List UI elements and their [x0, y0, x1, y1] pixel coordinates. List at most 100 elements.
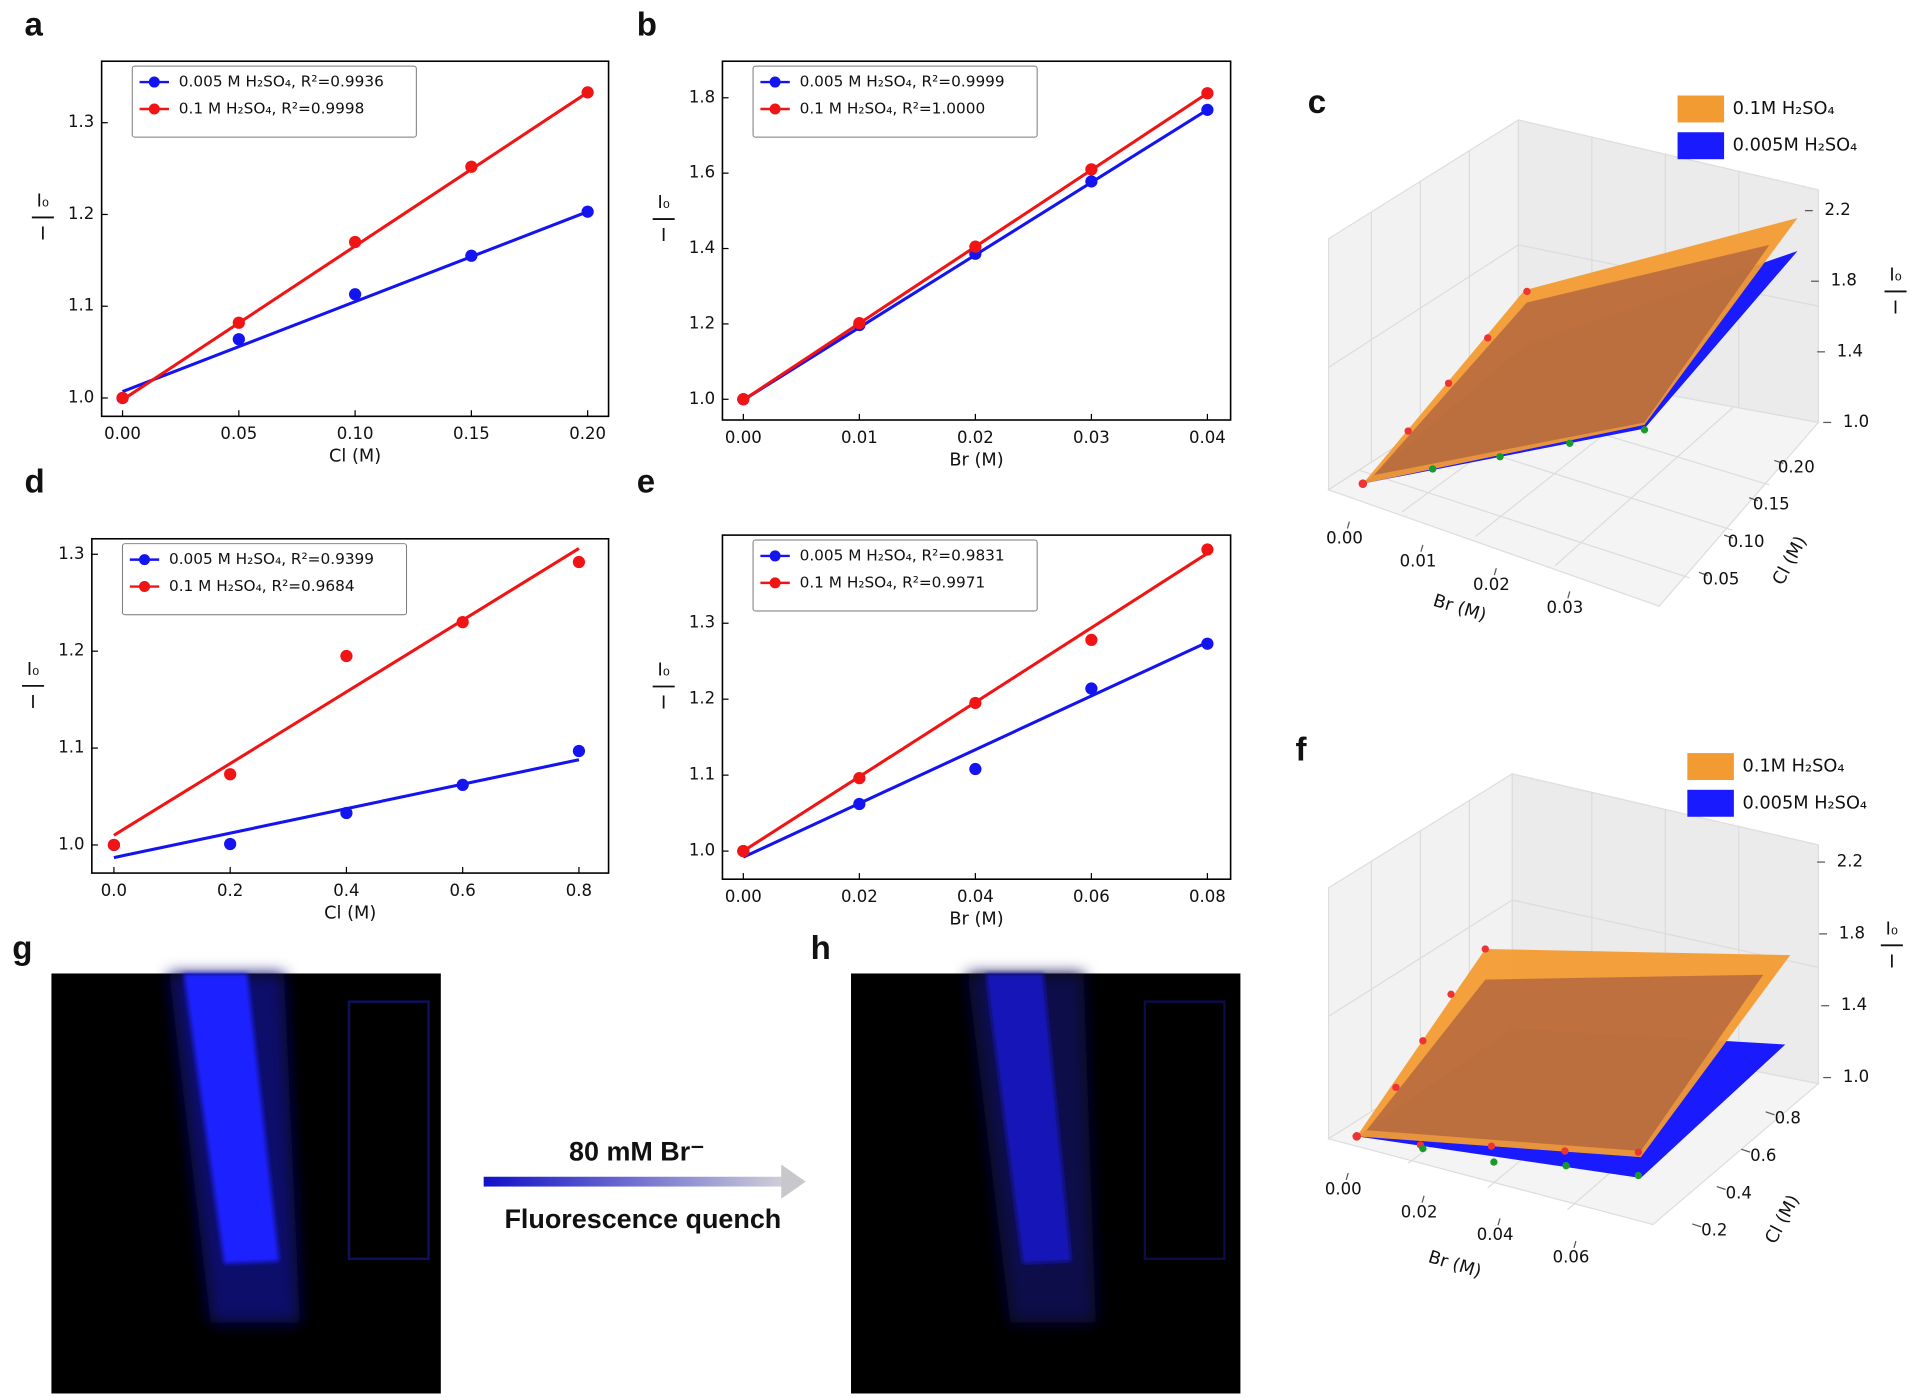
panel-letter: a [24, 7, 43, 44]
legend-label: 0.1 M H₂SO₄, R²=1.0000 [800, 99, 986, 117]
x-tick [1573, 1240, 1577, 1249]
x-tick-label: 0.02 [1473, 575, 1510, 594]
y-axis-label: I [661, 226, 666, 246]
data-point [456, 615, 469, 629]
legend-marker [769, 550, 781, 562]
y-tick-label: 1.0 [689, 389, 715, 408]
y-tick-label: 0.10 [1728, 532, 1765, 551]
legend-label: 0.005 M H₂SO₄, R²=0.9399 [169, 550, 374, 568]
y-tick [1698, 571, 1708, 576]
y-tick-label: 1.1 [58, 738, 84, 757]
x-axis-label: Cl (M) [329, 447, 381, 467]
y-tick-label: 1.1 [689, 765, 715, 784]
data-point [853, 772, 866, 785]
panel-letter: d [24, 463, 44, 500]
panel-letter: h [811, 930, 831, 967]
y-tick-label: 1.3 [68, 112, 94, 131]
y-tick [1716, 1185, 1726, 1191]
x-tick-label: 0.06 [1073, 887, 1110, 906]
data-point [465, 249, 478, 262]
z-tick-label: 2.2 [1824, 200, 1850, 219]
y-axis-label: I₀ [27, 660, 39, 680]
data-point [465, 160, 478, 173]
x-tick [1421, 1195, 1425, 1203]
x-tick-label: 0.00 [104, 424, 141, 443]
x-tick-label: 0.00 [725, 428, 762, 447]
x-tick-label: 0.06 [1553, 1248, 1590, 1267]
data-point [456, 778, 469, 792]
legend-label: 0.005 M H₂SO₄, R²=0.9999 [800, 73, 1005, 91]
legend-box [752, 539, 1038, 612]
x-tick-label: 0.08 [1189, 887, 1226, 906]
y-tick [1774, 459, 1784, 464]
y-tick-label: 1.6 [689, 163, 715, 182]
x-tick-label: 0.04 [1189, 428, 1226, 447]
axes-frame [721, 534, 1232, 880]
panel-letter: c [1308, 84, 1326, 121]
x-tick-label: 0.04 [1477, 1225, 1514, 1244]
y-axis-label: I [30, 693, 35, 713]
x-tick [1346, 521, 1350, 529]
data-point [340, 649, 353, 663]
x-axis-label: Br (M) [1426, 1247, 1484, 1282]
x-tick-label: 0.20 [569, 424, 606, 443]
y-tick-label: 1.2 [68, 204, 94, 223]
y-tick-label: 1.1 [68, 296, 94, 315]
x-tick-label: 0.02 [841, 887, 878, 906]
arrow-caption: Fluorescence quench [504, 1204, 781, 1234]
y-tick-label: 1.8 [689, 87, 715, 106]
data-point [572, 744, 586, 758]
axes-frame [721, 60, 1232, 421]
data-point [1085, 633, 1098, 647]
data-point [969, 696, 982, 710]
legend-marker [138, 554, 150, 566]
data-point [969, 240, 982, 253]
data-point [1085, 163, 1098, 176]
y-tick-label: 1.4 [689, 238, 715, 257]
z-axis-label: I₀ [1889, 266, 1901, 286]
data-point [116, 391, 129, 405]
y-tick-label: 1.2 [689, 313, 715, 332]
y-tick-label: 0.15 [1753, 495, 1790, 514]
x-tick [1497, 1218, 1501, 1226]
x-axis-label: Br (M) [949, 910, 1003, 930]
y-tick-label: 1.0 [68, 387, 94, 406]
z-tick-label: 1.4 [1837, 341, 1863, 360]
y-tick-label: 0.20 [1778, 457, 1815, 476]
data-point [224, 768, 237, 781]
panel-letter: b [637, 7, 657, 44]
legend-swatch [1687, 753, 1734, 781]
data-point [1201, 637, 1214, 650]
y-axis-label: I₀ [657, 661, 669, 681]
legend-swatch [1677, 95, 1725, 123]
x-tick-label: 0.04 [957, 887, 994, 906]
x-axis-label: Br (M) [1431, 591, 1489, 626]
x-axis-label: Br (M) [949, 450, 1003, 470]
y-tick-label: 1.3 [58, 544, 84, 563]
data-point [1201, 103, 1214, 116]
y-tick-label: 0.2 [1701, 1221, 1727, 1240]
legend-swatch [1687, 789, 1734, 817]
data-point [340, 806, 353, 820]
legend-box [121, 543, 408, 616]
x-tick-label: 0.00 [1326, 528, 1363, 547]
y-tick-label: 0.6 [1750, 1146, 1776, 1165]
z-tick-label: 1.8 [1839, 923, 1865, 942]
panel-letter: e [637, 463, 655, 500]
z-tick-label: 1.0 [1843, 412, 1869, 431]
legend-label: 0.005 M H₂SO₄, R²=0.9936 [179, 73, 384, 91]
data-point [224, 837, 237, 851]
legend-marker [138, 581, 150, 593]
y-tick-label: 1.3 [689, 613, 715, 632]
x-tick [1493, 568, 1497, 576]
legend-label: 0.005M H₂SO₄ [1742, 793, 1867, 813]
y-tick [1765, 1111, 1775, 1116]
data-point [737, 844, 750, 858]
legend-box [752, 65, 1038, 138]
legend-label: 0.005 M H₂SO₄, R²=0.9831 [800, 546, 1005, 564]
axes-frame [91, 537, 610, 874]
x-tick-label: 0.6 [450, 881, 476, 900]
x-tick-label: 0.15 [453, 424, 490, 443]
y-tick-label: 1.2 [58, 641, 84, 660]
y-axis-label: I [40, 225, 45, 245]
